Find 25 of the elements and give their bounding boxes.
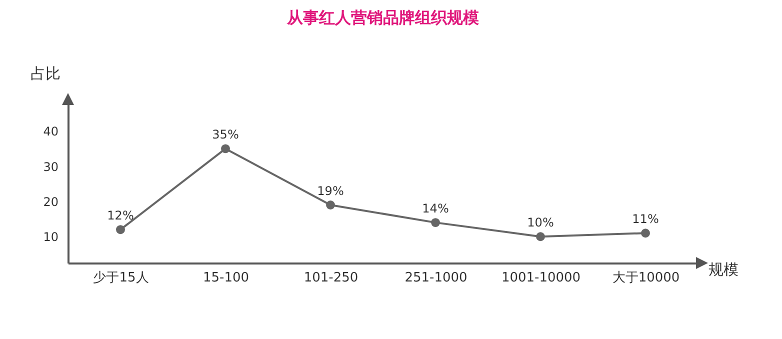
point [116, 225, 125, 234]
x-tick-label: 15-100 [202, 270, 250, 286]
point [431, 218, 440, 228]
data-label: 35% [212, 128, 239, 142]
x-tick-label: 少于15人 [93, 270, 149, 286]
y-tick-label: 40 [43, 124, 58, 139]
y-axis-title: 占比 [30, 64, 60, 82]
x-tick-label: 大于10000 [612, 270, 680, 286]
data-label: 19% [317, 184, 344, 198]
x-tick-label: 101-250 [304, 270, 358, 286]
point [221, 144, 230, 154]
data-label: 12% [107, 208, 134, 223]
point [536, 232, 545, 242]
x-tick-label: 1001-10000 [501, 270, 581, 286]
point [326, 200, 335, 210]
chart-title: 从事红人营销品牌组织规模 [286, 8, 479, 27]
point [641, 228, 650, 238]
data-label: 11% [632, 212, 659, 226]
y-tick-label: 10 [43, 230, 58, 244]
data-label: 14% [422, 202, 449, 216]
data-label: 10% [527, 216, 554, 230]
x-tick-label: 251-1000 [404, 270, 468, 286]
y-tick-label: 20 [43, 194, 58, 209]
y-tick-label: 30 [43, 160, 58, 174]
x-axis-title: 规模 [708, 260, 738, 278]
